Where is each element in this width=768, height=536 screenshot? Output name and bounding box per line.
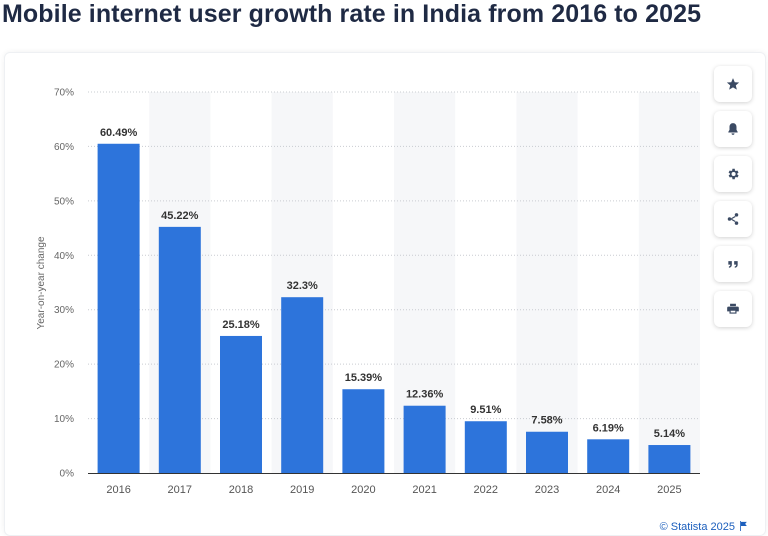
y-tick-label: 70%	[54, 88, 74, 99]
column-band	[516, 92, 578, 473]
x-tick-label: 2019	[290, 484, 314, 496]
bar-2021[interactable]	[403, 405, 446, 473]
data-label: 15.39%	[345, 372, 383, 384]
bar-2018[interactable]	[220, 335, 262, 473]
quote-icon	[728, 261, 738, 268]
y-tick-label: 20%	[54, 360, 74, 371]
credit-text: © Statista 2025	[659, 521, 735, 533]
x-axis-ticks: 2016 2017 2018 2019 2020 2021 2022 2023 2024 2025	[106, 484, 681, 496]
y-tick-label: 0%	[60, 469, 75, 480]
x-tick-label: 2025	[657, 484, 681, 496]
data-label: 5.14%	[654, 428, 685, 440]
data-label: 25.18%	[222, 319, 260, 331]
bar-2023[interactable]	[526, 431, 568, 473]
x-tick-label: 2020	[351, 484, 375, 496]
bar-2016[interactable]	[97, 143, 140, 473]
share-button[interactable]	[714, 201, 752, 237]
page-title: Mobile internet user growth rate in Indi…	[2, 0, 702, 28]
x-tick-label: 2023	[535, 484, 559, 496]
data-label: 32.3%	[287, 280, 318, 292]
print-button[interactable]	[714, 291, 752, 327]
x-tick-label: 2024	[596, 484, 620, 496]
gear-icon	[728, 168, 739, 180]
y-axis-ticks: 0% 10% 20% 30% 40% 50% 60% 70%	[54, 88, 74, 480]
data-label: 6.19%	[593, 422, 624, 434]
y-tick-label: 60%	[54, 142, 74, 153]
y-tick-label: 40%	[54, 251, 74, 262]
x-tick-label: 2016	[106, 484, 130, 496]
data-label: 12.36%	[406, 389, 444, 401]
bar-2024[interactable]	[587, 439, 630, 473]
bar-2025[interactable]	[648, 445, 691, 473]
settings-button[interactable]	[714, 156, 752, 192]
bar-2017[interactable]	[158, 226, 201, 473]
y-axis-label: Year-on-year change	[36, 236, 47, 329]
x-tick-label: 2022	[474, 484, 498, 496]
y-tick-label: 50%	[54, 196, 74, 207]
statista-credit[interactable]: © Statista 2025	[660, 521, 748, 533]
flag-icon	[740, 521, 747, 531]
y-tick-label: 10%	[54, 414, 74, 425]
bell-icon	[728, 123, 738, 135]
bars	[97, 143, 691, 473]
bar-2022[interactable]	[464, 421, 507, 473]
cite-button[interactable]	[714, 246, 752, 282]
share-icon	[727, 213, 739, 225]
bar-2019[interactable]	[281, 297, 324, 473]
x-tick-label: 2021	[412, 484, 436, 496]
star-icon	[726, 78, 740, 90]
column-band	[638, 92, 700, 473]
bar-2020[interactable]	[342, 389, 385, 473]
data-label: 45.22%	[161, 210, 199, 222]
notification-button[interactable]	[714, 111, 752, 147]
x-tick-label: 2017	[168, 484, 192, 496]
data-label: 7.58%	[531, 415, 562, 427]
data-labels: 60.49% 45.22% 25.18% 32.3% 15.39% 12.36% 9.51%…	[100, 127, 685, 440]
favorite-button[interactable]	[714, 66, 752, 102]
y-tick-label: 30%	[54, 305, 74, 316]
data-label: 60.49%	[100, 127, 138, 139]
data-label: 9.51%	[470, 404, 501, 416]
x-tick-label: 2018	[229, 484, 253, 496]
print-icon	[727, 303, 739, 314]
chart-toolbar	[714, 66, 756, 327]
